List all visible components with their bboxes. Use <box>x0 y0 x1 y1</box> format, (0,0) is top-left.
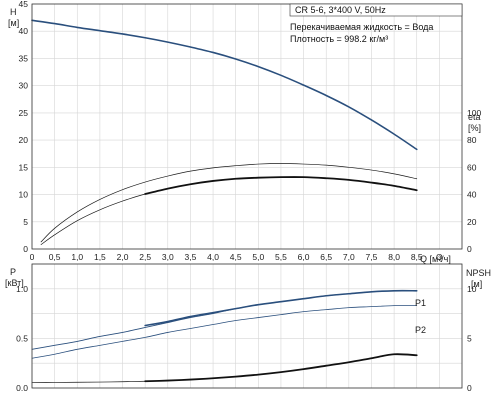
x-tick-label: 1,5 <box>94 252 106 262</box>
x-tick-label: 4,5 <box>230 252 242 262</box>
bottom-series-4 <box>144 353 418 383</box>
x-tick-label: 0 <box>30 252 35 262</box>
y2-tick-label: 80 <box>467 135 477 145</box>
top-series-3 <box>144 176 418 195</box>
top-y2-tick-labels: 0 20 40 60 80 100 <box>467 108 481 254</box>
top-grid <box>31 3 462 250</box>
y-tick-label: 5 <box>23 217 28 227</box>
top-x-tick-labels: 0 0,5 1,0 1,5 2,0 2,5 3,0 3,5 4,0 4,5 5,0 5,5 6,0 6,5… <box>30 252 443 262</box>
x-tick-label: 6,0 <box>298 252 310 262</box>
x-tick-label: Q <box>436 252 443 262</box>
x-tick-label: 3,0 <box>162 252 174 262</box>
x-tick-label: 0,5 <box>49 252 61 262</box>
y-tick-label: 1.0 <box>16 284 28 294</box>
x-tick-label: 2,5 <box>139 252 151 262</box>
x-tick-label: 4,0 <box>207 252 219 262</box>
y2-tick-label: 10 <box>467 284 477 294</box>
x-tick-label: 5,5 <box>275 252 287 262</box>
title-box <box>289 3 463 17</box>
y-tick-label: 15 <box>19 162 29 172</box>
x-tick-label: 6,5 <box>320 252 332 262</box>
top-series-1 <box>40 163 418 243</box>
y-tick-label: 20 <box>19 135 29 145</box>
top-plot-frame <box>31 3 463 250</box>
y-tick-label: 35 <box>19 53 29 63</box>
bottom-series-1 <box>31 305 418 359</box>
x-tick-label: 7,0 <box>343 252 355 262</box>
bottom-y-unit: [кВт] <box>5 278 24 288</box>
y2-tick-label: 0 <box>467 383 472 393</box>
y-tick-label: 0.0 <box>16 383 28 393</box>
y2-tick-label: 20 <box>467 217 477 227</box>
top-y-label: H <box>10 7 17 17</box>
top-y2-unit: [%] <box>468 123 481 133</box>
bottom-y2-tick-labels: 0 5 10 <box>467 284 477 393</box>
bottom-series-2 <box>144 289 418 327</box>
top-y2-label: eta <box>468 112 481 122</box>
y2-tick-label: 100 <box>467 108 481 118</box>
y-tick-label: 0 <box>23 244 28 254</box>
bottom-curves <box>31 289 418 383</box>
y2-tick-label: 0 <box>467 244 472 254</box>
x-tick-label: 8,0 <box>388 252 400 262</box>
y-tick-label: 30 <box>19 81 29 91</box>
density-annotation: Плотность = 998.2 кг/м³ <box>290 34 388 44</box>
x-tick-label: 5,0 <box>252 252 264 262</box>
bottom-y-label: P <box>10 267 16 277</box>
y-tick-label: 25 <box>19 108 29 118</box>
bottom-series-0 <box>31 290 418 350</box>
x-tick-label: 7,5 <box>366 252 378 262</box>
y-tick-label: 40 <box>19 26 29 36</box>
bottom-y2-unit: [м] <box>471 279 482 289</box>
top-y-tick-labels: 0 5 10 15 20 25 30 35 40 45 <box>19 0 29 254</box>
series-label-p1: P1 <box>415 298 426 308</box>
top-y-unit: [м] <box>8 18 19 28</box>
top-series-2 <box>40 176 418 245</box>
fluid-annotation: Перекачиваемая жидкость = Вода <box>290 22 433 32</box>
y2-tick-label: 60 <box>467 162 477 172</box>
y2-tick-label: 5 <box>467 333 472 343</box>
y-tick-label: 45 <box>19 0 29 9</box>
top-series-0 <box>31 19 418 151</box>
x-tick-label: 2,0 <box>117 252 129 262</box>
bottom-y-tick-labels: 0.0 0.5 1.0 <box>16 284 28 393</box>
bottom-y2-label: NPSH <box>466 268 491 278</box>
y-tick-label: 0.5 <box>16 333 28 343</box>
bottom-plot-frame <box>31 263 463 389</box>
bottom-series-3 <box>31 380 146 383</box>
y2-tick-label: 40 <box>467 190 477 200</box>
y-tick-label: 10 <box>19 190 29 200</box>
x-tick-label: 8,5 <box>411 252 423 262</box>
x-tick-label: 1,0 <box>71 252 83 262</box>
top-curves <box>31 19 418 245</box>
top-x-label: Q [м³/ч] <box>420 254 451 264</box>
bottom-grid <box>31 263 462 389</box>
x-tick-label: 3,5 <box>185 252 197 262</box>
chart-title: CR 5-6, 3*400 V, 50Hz <box>295 5 386 15</box>
series-label-p2: P2 <box>415 325 426 335</box>
